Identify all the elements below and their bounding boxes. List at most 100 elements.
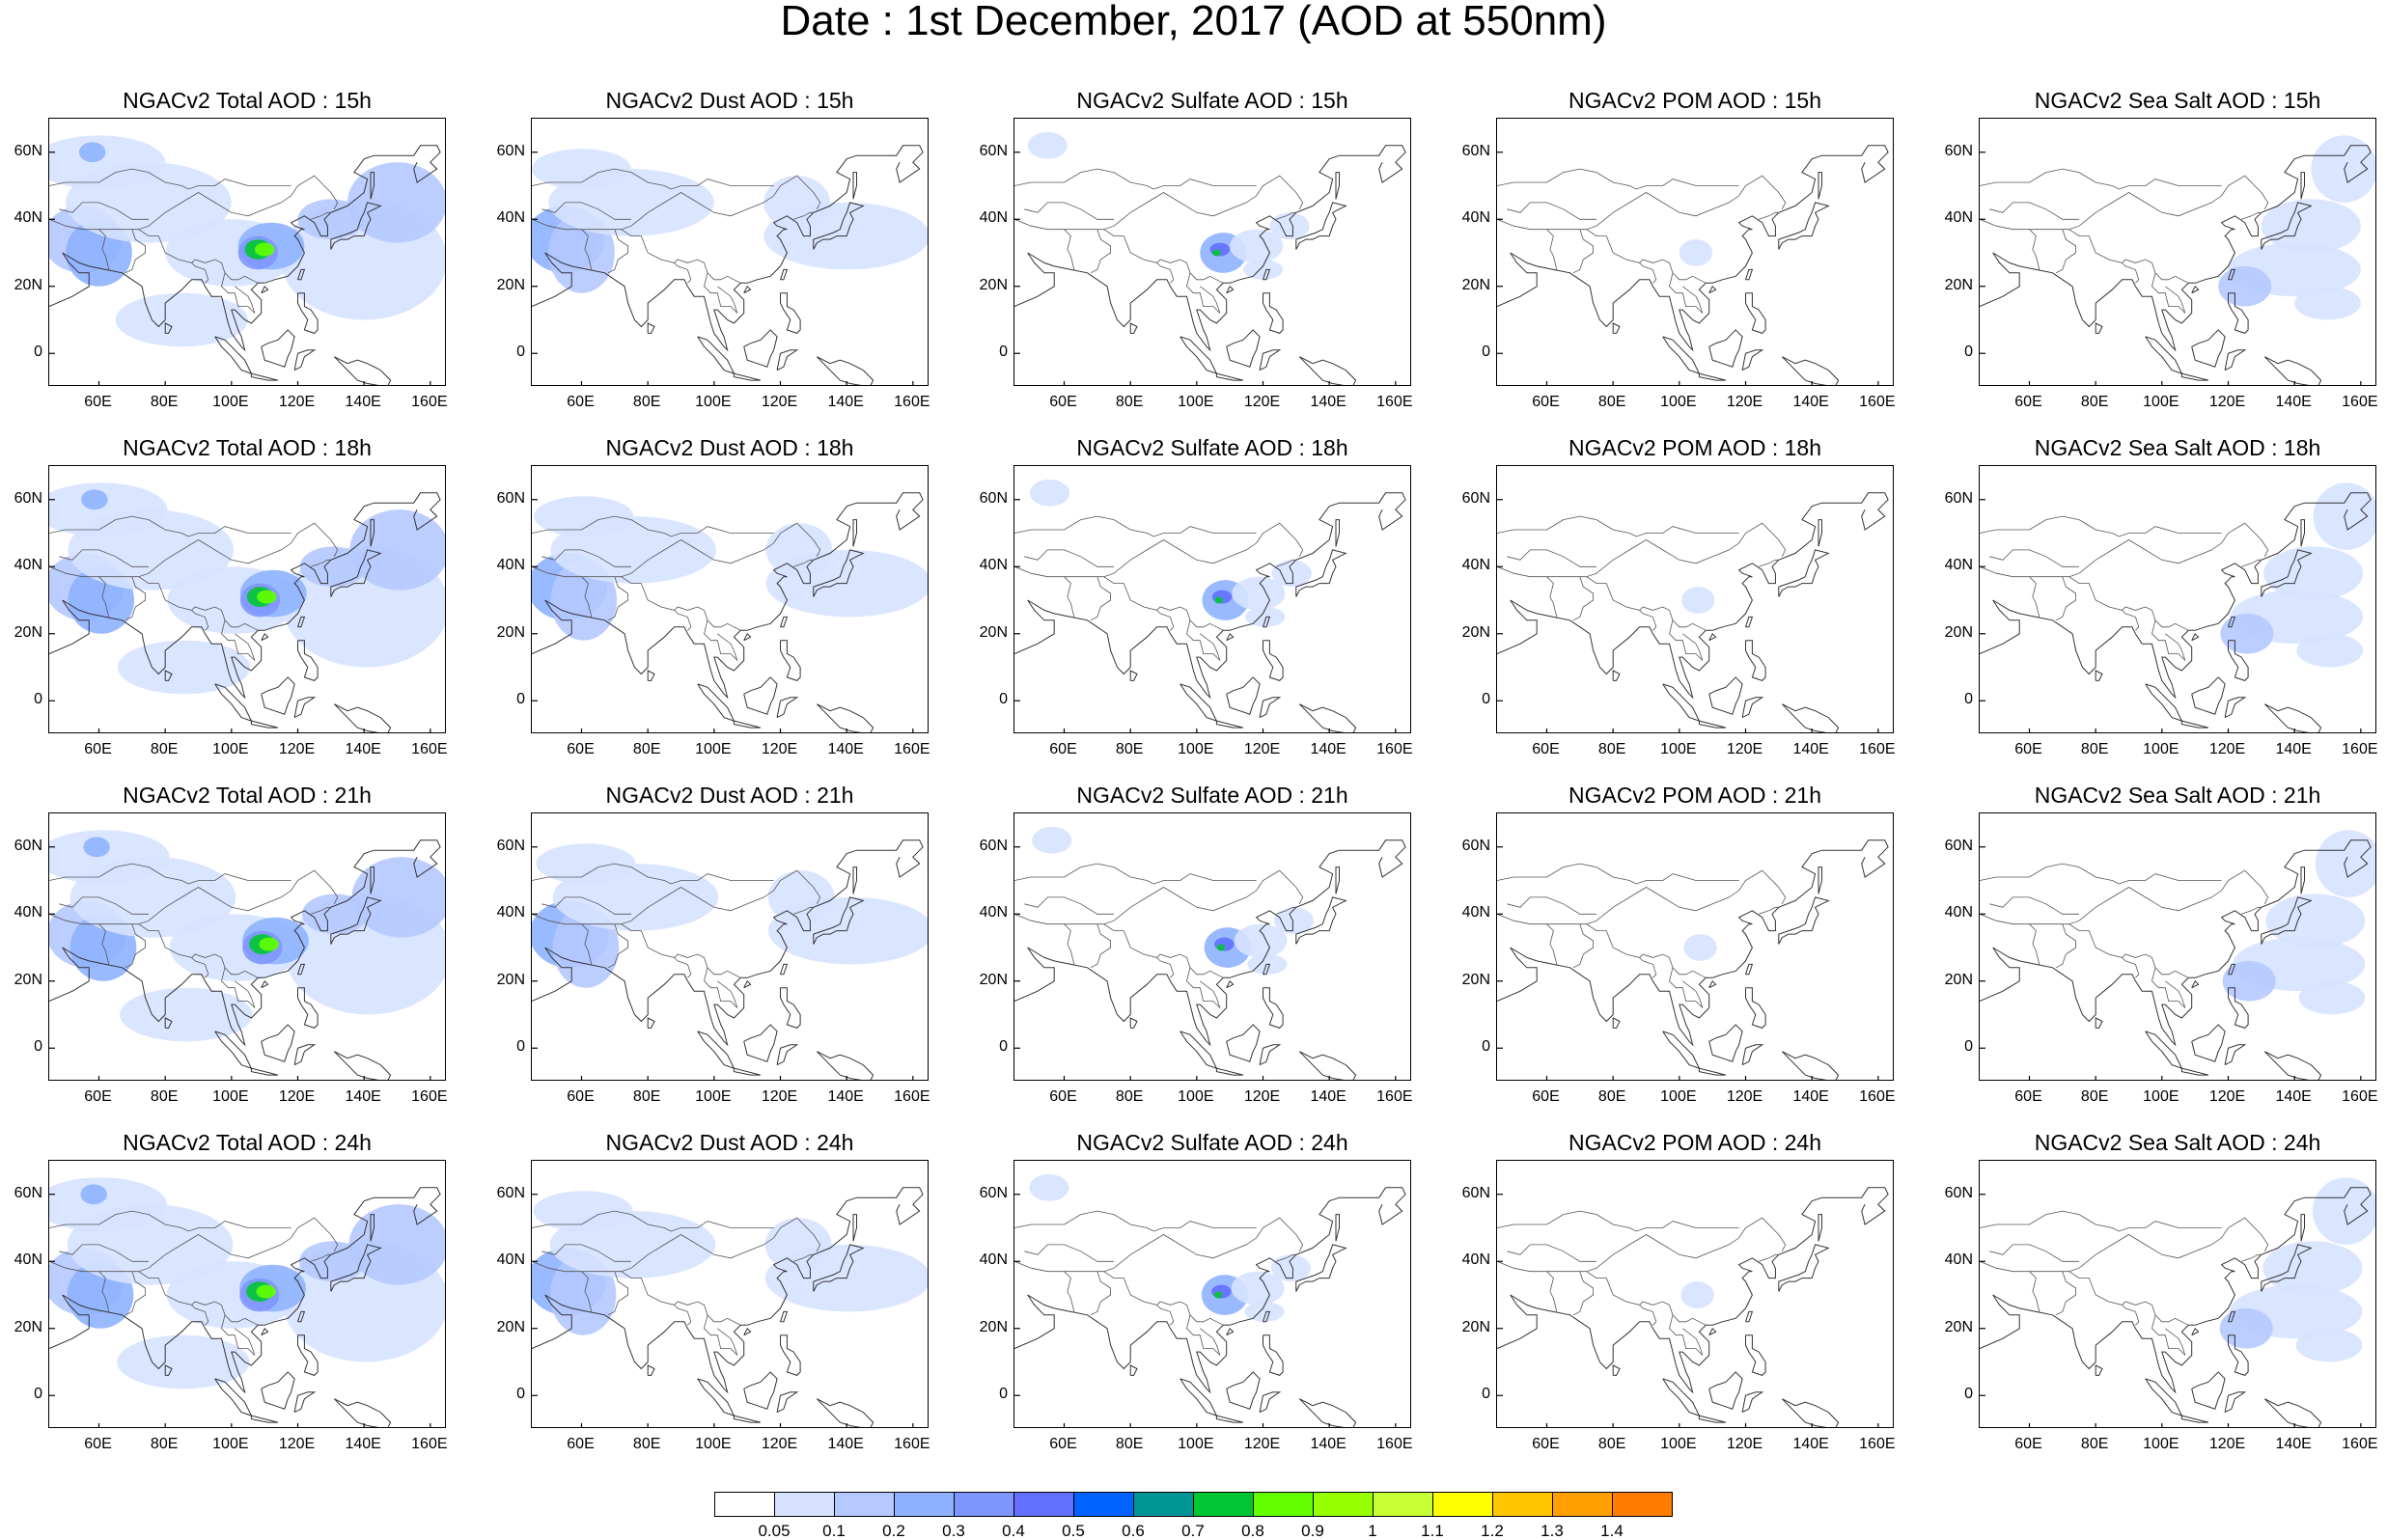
country-border (1980, 913, 2040, 965)
aod-blob (1216, 944, 1226, 951)
lon-label: 140E (1310, 741, 1346, 757)
country-border (1507, 1244, 1596, 1262)
lon-label: 140E (345, 1436, 381, 1452)
colorbar-label: 0.6 (1122, 1522, 1145, 1540)
coastline (1708, 676, 1743, 715)
aod-blob (83, 837, 110, 858)
lon-label: 80E (2080, 741, 2109, 757)
country-border (221, 272, 256, 314)
coastline (2228, 616, 2236, 628)
lon-label: 160E (894, 1088, 930, 1105)
coastline (743, 676, 778, 715)
country-border (1759, 211, 1779, 220)
coastline (532, 1187, 924, 1394)
country-border (1497, 913, 1558, 965)
lon-label: 140E (2275, 741, 2312, 757)
country-border (2241, 906, 2262, 915)
lon-label: 120E (1726, 1088, 1763, 1105)
lat-label: 60N (496, 489, 525, 507)
lon-label: 100E (1178, 394, 1214, 410)
lon-label: 100E (1660, 1088, 1697, 1105)
coastline (1226, 1024, 1261, 1062)
lat-label: 0 (1964, 691, 1973, 708)
lat-label: 40N (979, 209, 1008, 227)
coastline (293, 1044, 317, 1066)
coastline (776, 1391, 799, 1414)
coastline (49, 839, 441, 1047)
coastline (2228, 1334, 2249, 1376)
coastline (330, 1244, 382, 1292)
country-border (1276, 559, 1296, 567)
aod-map (1979, 118, 2376, 386)
lat-label: 0 (34, 1386, 42, 1403)
panel-title: NGACv2 POM AOD : 18h (1568, 435, 1822, 460)
coastline (1226, 1327, 1235, 1336)
panel-title: NGACv2 Sea Salt AOD : 24h (2034, 1130, 2321, 1155)
coastline (1741, 1044, 1764, 1066)
country-border (59, 549, 149, 567)
coastline (1259, 349, 1282, 371)
coastline (1263, 640, 1284, 681)
lon-label: 60E (567, 1088, 595, 1105)
map-canvas (49, 135, 445, 385)
lon-label: 120E (761, 1436, 798, 1452)
coastline (1295, 1244, 1347, 1292)
lon-label: 160E (1376, 1088, 1413, 1105)
country-border (1980, 1210, 2222, 1232)
lon-label: 80E (150, 1088, 179, 1105)
lat-label: 20N (979, 971, 1008, 988)
lon-label: 100E (2143, 1088, 2179, 1105)
coastline (1014, 1187, 1406, 1394)
coastline (333, 703, 392, 732)
country-border (532, 218, 593, 270)
coastline (297, 963, 306, 976)
coastline (2228, 963, 2236, 976)
lat-label: 40N (496, 1251, 525, 1269)
coastline (2261, 896, 2313, 945)
lon-label: 160E (1376, 741, 1413, 757)
colorbar-swatch (894, 1492, 955, 1517)
panel-title: NGACv2 Total AOD : 21h (123, 783, 372, 808)
coastline (2224, 697, 2247, 719)
colorbar-label: 0.5 (1062, 1522, 1085, 1540)
country-border (221, 1314, 256, 1356)
country-border (1024, 549, 1114, 567)
country-border (311, 1253, 331, 1262)
coastline (1781, 703, 1840, 732)
country-border (2165, 980, 2186, 1008)
country-border (2122, 262, 2140, 284)
map-canvas (49, 830, 445, 1080)
lon-label: 160E (411, 1436, 448, 1452)
coastline (1708, 1371, 1743, 1410)
country-border (1980, 565, 2040, 618)
lat-label: 60N (1944, 837, 1973, 854)
coastline (1226, 676, 1261, 715)
country-border (607, 229, 628, 274)
lat-label: 0 (999, 691, 1008, 708)
lat-label: 40N (1461, 904, 1490, 921)
colorbar-swatch (1373, 1492, 1433, 1517)
aod-map (1979, 812, 2376, 1081)
country-border (1276, 211, 1296, 220)
lat-label: 0 (999, 344, 1008, 361)
colorbar-swatch (954, 1492, 1014, 1517)
aod-blob (1232, 576, 1286, 611)
coastline (1745, 616, 1754, 628)
lat-label: 0 (1482, 691, 1490, 708)
aod-blob (534, 496, 634, 536)
panel-title: NGACv2 Dust AOD : 24h (605, 1130, 854, 1155)
coastline (743, 1327, 752, 1336)
aod-map (1979, 1160, 2376, 1428)
panel-title: NGACv2 Total AOD : 18h (123, 435, 372, 460)
colorbar-swatch (714, 1492, 775, 1517)
coastline (1226, 1371, 1261, 1410)
map-canvas (49, 1177, 445, 1427)
country-border (674, 262, 692, 284)
lon-label: 120E (278, 1436, 316, 1452)
lon-label: 60E (1049, 741, 1077, 757)
colorbar-swatch (1253, 1492, 1314, 1517)
coastline (1226, 329, 1261, 368)
country-border (704, 967, 738, 1008)
lon-label: 100E (212, 1436, 249, 1452)
lon-label: 120E (2208, 394, 2246, 410)
